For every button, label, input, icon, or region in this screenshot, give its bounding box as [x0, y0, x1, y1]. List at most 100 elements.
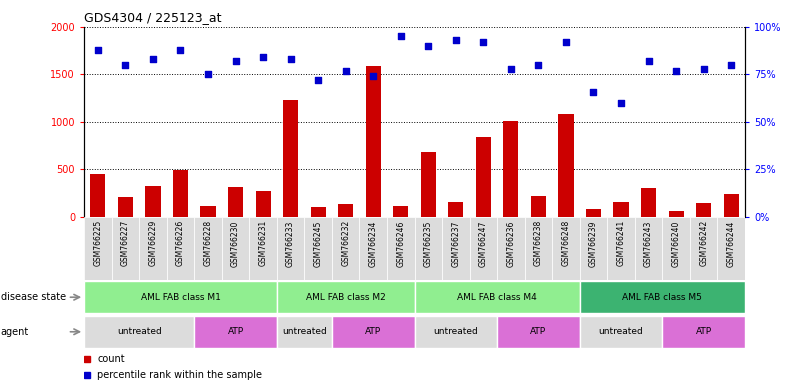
- Bar: [387, 217, 415, 280]
- Point: [422, 43, 435, 49]
- Point: [670, 68, 682, 74]
- Point: [340, 68, 352, 74]
- Text: GSM766246: GSM766246: [396, 220, 405, 266]
- Bar: [415, 281, 580, 313]
- Bar: [476, 137, 491, 217]
- Text: GSM766236: GSM766236: [506, 220, 515, 266]
- Bar: [415, 217, 442, 280]
- Text: GSM766226: GSM766226: [176, 220, 185, 266]
- Bar: [607, 217, 634, 280]
- Bar: [277, 217, 304, 280]
- Text: GSM766229: GSM766229: [148, 220, 158, 266]
- Text: GSM766235: GSM766235: [424, 220, 433, 266]
- Bar: [195, 316, 277, 348]
- Bar: [558, 114, 574, 217]
- Text: AML FAB class M5: AML FAB class M5: [622, 293, 702, 302]
- Text: GSM766239: GSM766239: [589, 220, 598, 266]
- Point: [367, 73, 380, 79]
- Text: GSM766245: GSM766245: [314, 220, 323, 266]
- Bar: [360, 217, 387, 280]
- Bar: [580, 316, 662, 348]
- Text: untreated: untreated: [282, 327, 327, 336]
- Bar: [531, 196, 546, 217]
- Bar: [173, 170, 188, 217]
- Text: GSM766228: GSM766228: [203, 220, 212, 266]
- Bar: [552, 217, 580, 280]
- Bar: [669, 211, 684, 217]
- Text: GDS4304 / 225123_at: GDS4304 / 225123_at: [84, 11, 222, 24]
- Bar: [118, 197, 133, 217]
- Text: ATP: ATP: [227, 327, 244, 336]
- Point: [174, 46, 187, 53]
- Bar: [277, 281, 415, 313]
- Bar: [641, 189, 656, 217]
- Bar: [662, 217, 690, 280]
- Bar: [145, 185, 160, 217]
- Point: [642, 58, 655, 64]
- Point: [560, 39, 573, 45]
- Bar: [503, 121, 518, 217]
- Text: disease state: disease state: [1, 292, 66, 302]
- Bar: [469, 217, 497, 280]
- Bar: [84, 316, 195, 348]
- Bar: [304, 217, 332, 280]
- Point: [256, 54, 269, 60]
- Text: percentile rank within the sample: percentile rank within the sample: [98, 370, 262, 380]
- Point: [147, 56, 159, 62]
- Point: [229, 58, 242, 64]
- Bar: [139, 217, 167, 280]
- Text: ATP: ATP: [365, 327, 381, 336]
- Bar: [365, 66, 380, 217]
- Text: GSM766242: GSM766242: [699, 220, 708, 266]
- Text: agent: agent: [1, 327, 29, 337]
- Bar: [580, 281, 745, 313]
- Bar: [634, 217, 662, 280]
- Bar: [497, 316, 580, 348]
- Text: GSM766225: GSM766225: [94, 220, 103, 266]
- Bar: [111, 217, 139, 280]
- Bar: [200, 205, 215, 217]
- Text: GSM766234: GSM766234: [368, 220, 378, 266]
- Point: [202, 71, 215, 78]
- Text: GSM766238: GSM766238: [534, 220, 543, 266]
- Bar: [256, 191, 271, 217]
- Bar: [690, 217, 718, 280]
- Bar: [421, 152, 436, 217]
- Bar: [228, 187, 244, 217]
- Bar: [718, 217, 745, 280]
- Text: count: count: [98, 354, 125, 364]
- Text: untreated: untreated: [117, 327, 162, 336]
- Text: GSM766232: GSM766232: [341, 220, 350, 266]
- Point: [394, 33, 407, 40]
- Text: GSM766233: GSM766233: [286, 220, 295, 266]
- Text: AML FAB class M1: AML FAB class M1: [140, 293, 220, 302]
- Text: GSM766244: GSM766244: [727, 220, 735, 266]
- Bar: [277, 316, 332, 348]
- Point: [614, 100, 627, 106]
- Text: GSM766230: GSM766230: [231, 220, 240, 266]
- Bar: [662, 316, 745, 348]
- Point: [119, 62, 132, 68]
- Text: untreated: untreated: [433, 327, 478, 336]
- Bar: [84, 281, 277, 313]
- Bar: [415, 316, 497, 348]
- Point: [91, 46, 104, 53]
- Bar: [449, 202, 464, 217]
- Bar: [497, 217, 525, 280]
- Bar: [696, 203, 711, 217]
- Bar: [195, 217, 222, 280]
- Bar: [442, 217, 469, 280]
- Bar: [393, 205, 409, 217]
- Point: [312, 77, 324, 83]
- Bar: [723, 194, 739, 217]
- Bar: [222, 217, 249, 280]
- Bar: [84, 217, 111, 280]
- Bar: [332, 316, 415, 348]
- Bar: [338, 204, 353, 217]
- Text: GSM766247: GSM766247: [479, 220, 488, 266]
- Point: [505, 66, 517, 72]
- Text: AML FAB class M2: AML FAB class M2: [306, 293, 385, 302]
- Text: untreated: untreated: [598, 327, 643, 336]
- Bar: [91, 174, 106, 217]
- Text: GSM766240: GSM766240: [671, 220, 681, 266]
